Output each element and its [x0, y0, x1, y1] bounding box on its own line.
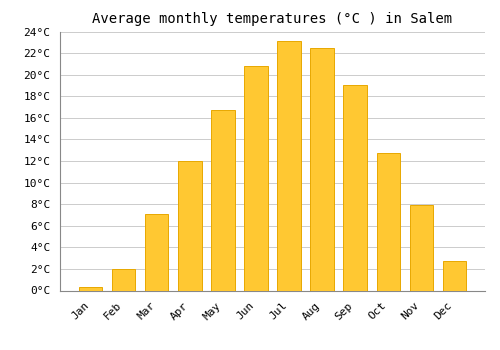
Title: Average monthly temperatures (°C ) in Salem: Average monthly temperatures (°C ) in Sa…	[92, 12, 452, 26]
Bar	[310, 48, 334, 290]
Bar	[146, 214, 169, 290]
Bar	[344, 85, 366, 290]
Bar	[278, 41, 300, 290]
Bar	[80, 287, 102, 290]
Bar	[376, 153, 400, 290]
Bar	[212, 110, 234, 290]
Bar	[178, 161, 202, 290]
Bar	[112, 269, 136, 290]
Bar	[410, 205, 432, 290]
Bar	[442, 261, 466, 290]
Bar	[244, 66, 268, 290]
